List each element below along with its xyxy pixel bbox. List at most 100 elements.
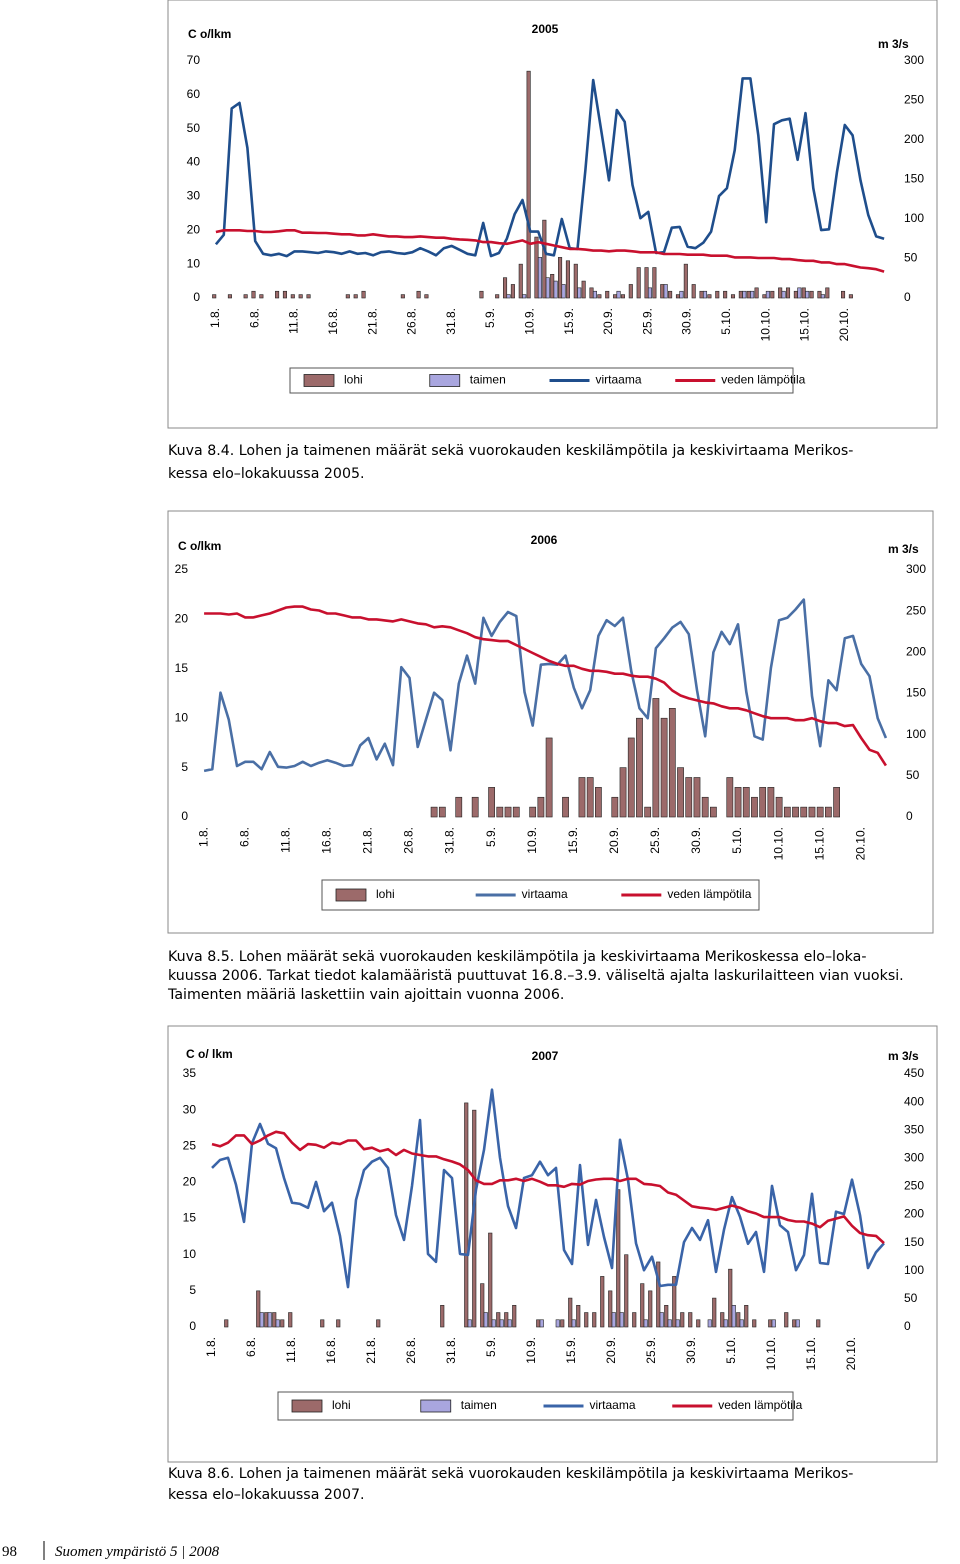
bar <box>762 294 767 299</box>
bar <box>345 294 350 299</box>
y-tick-label: 10 <box>187 256 201 270</box>
bar <box>264 1312 269 1328</box>
bar <box>592 290 597 299</box>
bar <box>581 280 586 299</box>
bar <box>663 284 668 299</box>
bar <box>683 263 688 299</box>
bar <box>224 1319 229 1328</box>
bar <box>526 70 531 299</box>
bar <box>471 796 479 818</box>
bar <box>841 290 846 299</box>
bar <box>555 1319 560 1328</box>
bar <box>816 1319 821 1328</box>
chart-frame <box>167 1025 938 1463</box>
x-tick-label: 30.9. <box>689 827 703 854</box>
bar <box>656 1261 661 1328</box>
x-tick-label: 30.9. <box>680 308 694 335</box>
x-tick-label: 26.8. <box>402 827 416 854</box>
bar <box>496 1312 501 1328</box>
chart-frame <box>167 510 934 934</box>
bar <box>212 294 217 299</box>
y2-tick-label: 300 <box>904 53 924 67</box>
bar <box>578 777 586 818</box>
x-tick-label: 15.9. <box>566 827 580 854</box>
x-tick-label: 16.8. <box>326 308 340 335</box>
x-tick-label: 1.8. <box>196 827 210 847</box>
bar <box>455 796 463 818</box>
x-tick-label: 11.8. <box>284 1337 298 1363</box>
line-series <box>211 1088 885 1289</box>
legend-swatch <box>420 1399 452 1413</box>
x-tick-label: 5.10. <box>730 827 744 854</box>
bar <box>227 294 232 299</box>
y-tick-label: 60 <box>187 87 201 101</box>
bar <box>595 787 602 818</box>
caption: kessa elo–lokakuussa 2005. <box>168 466 365 482</box>
bar <box>825 287 830 299</box>
bar <box>496 806 504 818</box>
bar <box>619 767 627 818</box>
y2-tick-label: 250 <box>904 93 924 107</box>
x-tick-label: 15.10. <box>804 1337 818 1370</box>
y-tick-label: 20 <box>187 222 201 236</box>
x-tick-label: 5.9. <box>484 827 498 847</box>
bar <box>767 787 775 818</box>
bar <box>652 698 660 818</box>
bar <box>768 1319 773 1328</box>
bar <box>644 806 652 818</box>
bar <box>467 1319 472 1328</box>
bar <box>693 777 701 818</box>
bar <box>560 1319 565 1328</box>
bar <box>361 290 366 299</box>
y-tick-label: 20 <box>183 1175 197 1189</box>
y2-tick-label: 50 <box>904 251 918 265</box>
bar <box>620 294 625 299</box>
bar <box>783 806 791 818</box>
bar <box>480 1283 485 1328</box>
bar <box>542 219 547 299</box>
y2-tick-label: 250 <box>904 1179 924 1193</box>
bar <box>562 796 569 818</box>
y-tick-label: 5 <box>189 1283 196 1297</box>
bar <box>734 787 742 818</box>
legend-label: veden lämpötila <box>721 373 805 387</box>
bar <box>586 777 594 818</box>
caption: Kuva 8.4. Lohen ja taimenen määrät sekä … <box>168 443 853 459</box>
x-tick-label: 6.8. <box>237 827 251 847</box>
y2-tick-label: 100 <box>904 211 924 225</box>
bar <box>353 294 358 299</box>
bar <box>616 1189 621 1328</box>
x-tick-label: 16.8. <box>319 827 333 854</box>
bar <box>739 1319 744 1328</box>
y2-tick-label: 200 <box>904 132 924 146</box>
y-tick-label: 10 <box>183 1247 197 1261</box>
caption: Kuva 8.5. Lohen määrät sekä vuorokauden … <box>168 949 866 965</box>
bar <box>702 290 708 299</box>
bar <box>742 290 747 299</box>
legend-label: lohi <box>376 887 395 901</box>
bar <box>808 806 816 818</box>
bar <box>537 257 542 299</box>
bar <box>667 1319 672 1328</box>
bar <box>648 1290 653 1328</box>
bar <box>259 1312 264 1328</box>
bar <box>800 806 808 818</box>
y2-tick-label: 150 <box>904 172 924 186</box>
y-tick-label: 15 <box>183 1211 197 1225</box>
y2-tick-label: 250 <box>906 603 926 617</box>
x-tick-label: 20.9. <box>601 308 615 335</box>
bar <box>488 1232 493 1328</box>
bar <box>499 1319 504 1328</box>
x-tick-label: 15.9. <box>562 308 576 335</box>
bar <box>259 294 264 299</box>
legend-label: veden lämpötila <box>667 887 751 901</box>
y-axis-label: C o/lkm <box>178 539 221 553</box>
bar <box>728 1268 733 1328</box>
bar <box>640 1283 645 1328</box>
bar <box>792 806 799 818</box>
legend-label: veden lämpötila <box>718 1398 802 1412</box>
bar <box>534 236 539 299</box>
y-tick-label: 0 <box>193 290 200 304</box>
